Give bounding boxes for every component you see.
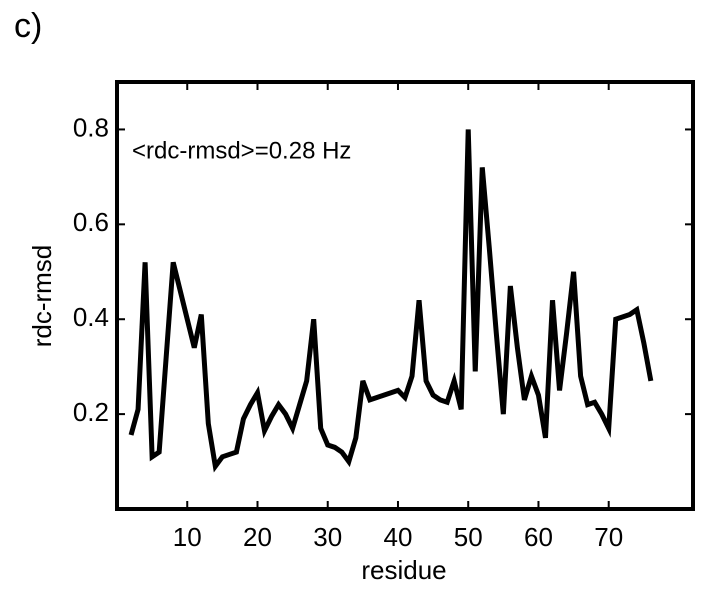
plot-frame	[115, 80, 695, 511]
y-tick-label: 0.6	[73, 207, 109, 237]
x-tick-label: 10	[173, 522, 202, 552]
y-tick-label: 0.8	[73, 112, 109, 142]
x-tick-label: 60	[524, 522, 553, 552]
y-tick-label: 0.2	[73, 397, 109, 427]
y-tick-label: 0.4	[73, 302, 109, 332]
x-tick-label: 40	[384, 522, 413, 552]
x-tick-label: 30	[313, 522, 342, 552]
data-line	[128, 129, 654, 473]
annotation: <rdc-rmsd>=0.28 Hz	[132, 137, 351, 164]
panel-label: c)	[14, 7, 42, 45]
x-axis-label: residue	[361, 555, 446, 585]
x-tick-label: 50	[454, 522, 483, 552]
x-tick-label: 70	[594, 522, 623, 552]
y-axis-label: rdc-rmsd	[27, 245, 57, 348]
x-tick-label: 20	[243, 522, 272, 552]
